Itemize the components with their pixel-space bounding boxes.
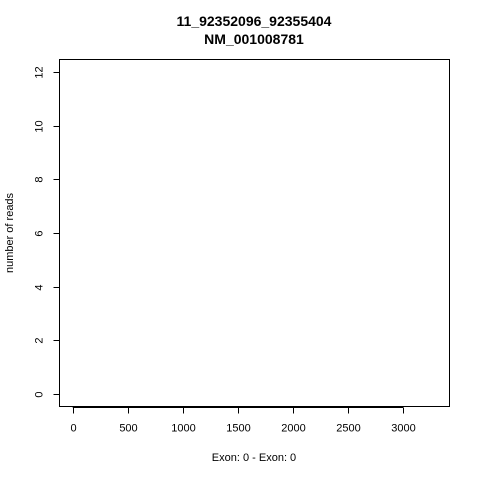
y-tick-label: 4 [34, 284, 46, 290]
x-axis-label: Exon: 0 - Exon: 0 [212, 452, 296, 464]
chart-title: 11_92352096_92355404 [177, 13, 332, 29]
y-tick-label: 12 [34, 66, 46, 78]
x-tick-label: 2000 [281, 423, 305, 435]
x-axis: 0 500 1000 1500 2000 2500 3000 [70, 407, 416, 435]
y-tick-label: 6 [34, 230, 46, 236]
x-tick-label: 3000 [391, 423, 415, 435]
x-tick-label: 1500 [226, 423, 250, 435]
chart-subtitle: NM_001008781 [204, 31, 304, 47]
x-tick-label: 500 [119, 423, 137, 435]
x-tick-label: 1000 [171, 423, 195, 435]
y-axis-label: number of reads [4, 192, 16, 273]
x-tick-label: 0 [70, 423, 76, 435]
plot-area [59, 59, 450, 407]
y-tick-label: 2 [34, 337, 46, 343]
y-tick-label: 8 [34, 176, 46, 182]
y-tick-label: 0 [34, 391, 46, 397]
y-tick-label: 10 [34, 120, 46, 132]
y-axis: 0 2 4 6 8 10 12 [34, 66, 60, 398]
x-tick-label: 2500 [336, 423, 360, 435]
